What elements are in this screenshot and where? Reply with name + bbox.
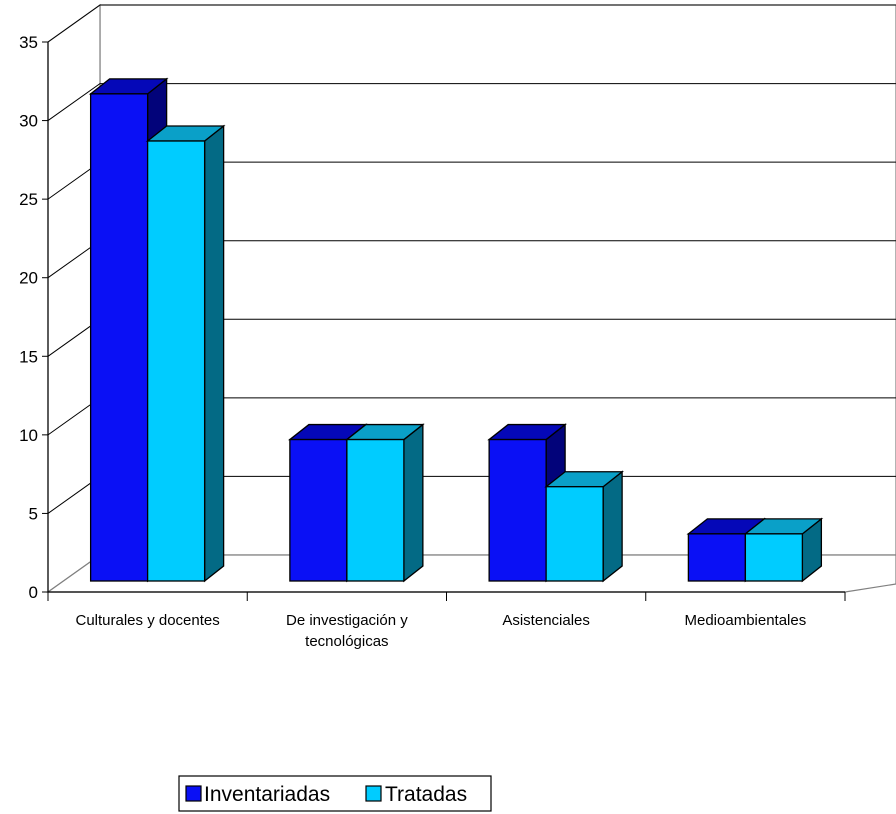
y-tick-label: 25 — [19, 190, 38, 209]
bar-tratadas-medioambientales — [743, 517, 824, 583]
y-tick-label: 30 — [19, 112, 38, 131]
bar-front — [687, 533, 747, 582]
bar-side — [203, 124, 225, 583]
bar-front — [744, 533, 804, 582]
bar-side — [403, 423, 424, 583]
x-tick-label-culturales-y-docentes: Culturales y docentes — [76, 612, 220, 629]
y-tick-labels: 0 5 10 15 20 25 30 35 — [19, 33, 38, 602]
x-tick-label-medioambientales: Medioambientales — [685, 612, 807, 629]
bar-front — [488, 438, 547, 582]
bar-front — [146, 140, 206, 582]
bar-front — [89, 93, 149, 582]
y-tick-label: 5 — [29, 504, 38, 523]
legend-label-tratadas: Tratadas — [385, 783, 467, 806]
bar-front — [289, 438, 348, 582]
legend-label-inventariadas: Inventariadas — [204, 783, 330, 806]
y-tick-label: 10 — [19, 426, 38, 445]
bars — [88, 77, 824, 583]
legend-swatch-tratadas — [365, 785, 382, 802]
y-tick-label: 35 — [19, 33, 38, 52]
gridline — [47, 4, 896, 43]
axes — [42, 41, 846, 601]
x-tick-label-de-investigacion-y-tecnologicas: De investigación y tecnológicas — [286, 612, 408, 650]
y-tick-label: 0 — [29, 583, 38, 602]
bar-tratadas-culturales-y-docentes — [145, 124, 226, 583]
gridline — [47, 83, 896, 121]
bar-front — [545, 486, 604, 582]
y-tick-label: 20 — [19, 269, 38, 288]
bar-tratadas-asistenciales — [544, 470, 624, 583]
legend: Inventariadas Tratadas — [178, 775, 492, 812]
bar-side — [602, 470, 623, 583]
x-tick-label-asistenciales: Asistenciales — [502, 612, 590, 629]
legend-swatch-inventariadas — [185, 785, 202, 802]
y-tick-label: 15 — [19, 347, 38, 366]
legend-frame — [178, 775, 492, 812]
bar-tratadas-de-investigacion-y-tecnologicas — [345, 423, 425, 583]
bar-front — [346, 438, 405, 582]
